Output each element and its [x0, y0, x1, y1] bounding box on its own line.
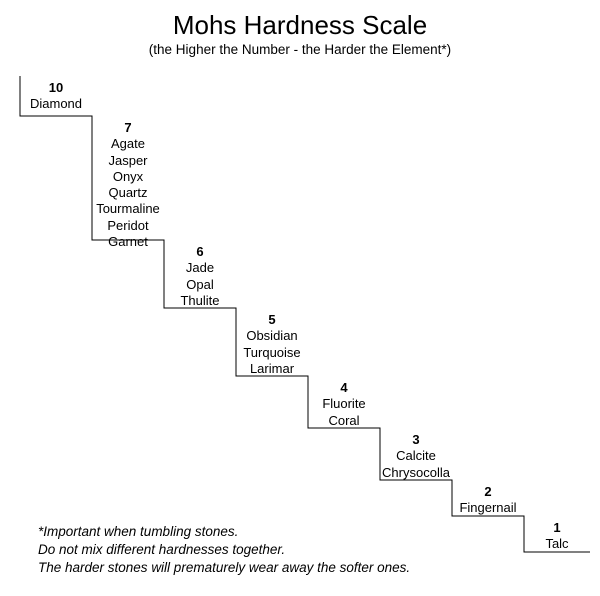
step-items: Talc	[524, 536, 590, 552]
footnote-line-2: Do not mix different hardnesses together…	[38, 542, 285, 557]
step-item: Onyx	[88, 169, 168, 185]
step-items: Diamond	[20, 96, 92, 112]
step-number: 6	[164, 244, 236, 260]
step-item: Diamond	[20, 96, 92, 112]
mohs-hardness-diagram: Mohs Hardness Scale (the Higher the Numb…	[0, 0, 600, 596]
step-number: 1	[524, 520, 590, 536]
step-item: Opal	[164, 277, 236, 293]
step-item: Peridot	[88, 218, 168, 234]
step-items: JadeOpalThulite	[164, 260, 236, 309]
step-item: Fingernail	[452, 500, 524, 516]
step-item: Quartz	[88, 185, 168, 201]
step-items: ObsidianTurquoiseLarimar	[232, 328, 312, 377]
step-7: 7AgateJasperOnyxQuartzTourmalinePeridotG…	[88, 120, 168, 250]
step-item: Calcite	[374, 448, 458, 464]
step-10: 10Diamond	[20, 80, 92, 113]
step-number: 2	[452, 484, 524, 500]
step-items: FluoriteCoral	[308, 396, 380, 429]
step-1: 1Talc	[524, 520, 590, 553]
step-item: Turquoise	[232, 345, 312, 361]
step-items: CalciteChrysocolla	[374, 448, 458, 481]
step-item: Garnet	[88, 234, 168, 250]
step-6: 6JadeOpalThulite	[164, 244, 236, 309]
step-number: 7	[88, 120, 168, 136]
footnote: *Important when tumbling stones. Do not …	[38, 523, 410, 578]
step-item: Thulite	[164, 293, 236, 309]
footnote-line-3: The harder stones will prematurely wear …	[38, 560, 410, 575]
step-item: Jade	[164, 260, 236, 276]
step-number: 3	[374, 432, 458, 448]
step-number: 5	[232, 312, 312, 328]
step-item: Jasper	[88, 153, 168, 169]
step-item: Obsidian	[232, 328, 312, 344]
step-4: 4FluoriteCoral	[308, 380, 380, 429]
step-item: Tourmaline	[88, 201, 168, 217]
step-item: Larimar	[232, 361, 312, 377]
step-item: Agate	[88, 136, 168, 152]
step-number: 4	[308, 380, 380, 396]
step-number: 10	[20, 80, 92, 96]
step-items: Fingernail	[452, 500, 524, 516]
step-item: Fluorite	[308, 396, 380, 412]
step-item: Chrysocolla	[374, 465, 458, 481]
footnote-line-1: *Important when tumbling stones.	[38, 524, 238, 539]
step-5: 5ObsidianTurquoiseLarimar	[232, 312, 312, 377]
step-item: Talc	[524, 536, 590, 552]
step-2: 2Fingernail	[452, 484, 524, 517]
step-3: 3CalciteChrysocolla	[374, 432, 458, 481]
step-items: AgateJasperOnyxQuartzTourmalinePeridotGa…	[88, 136, 168, 250]
step-item: Coral	[308, 413, 380, 429]
